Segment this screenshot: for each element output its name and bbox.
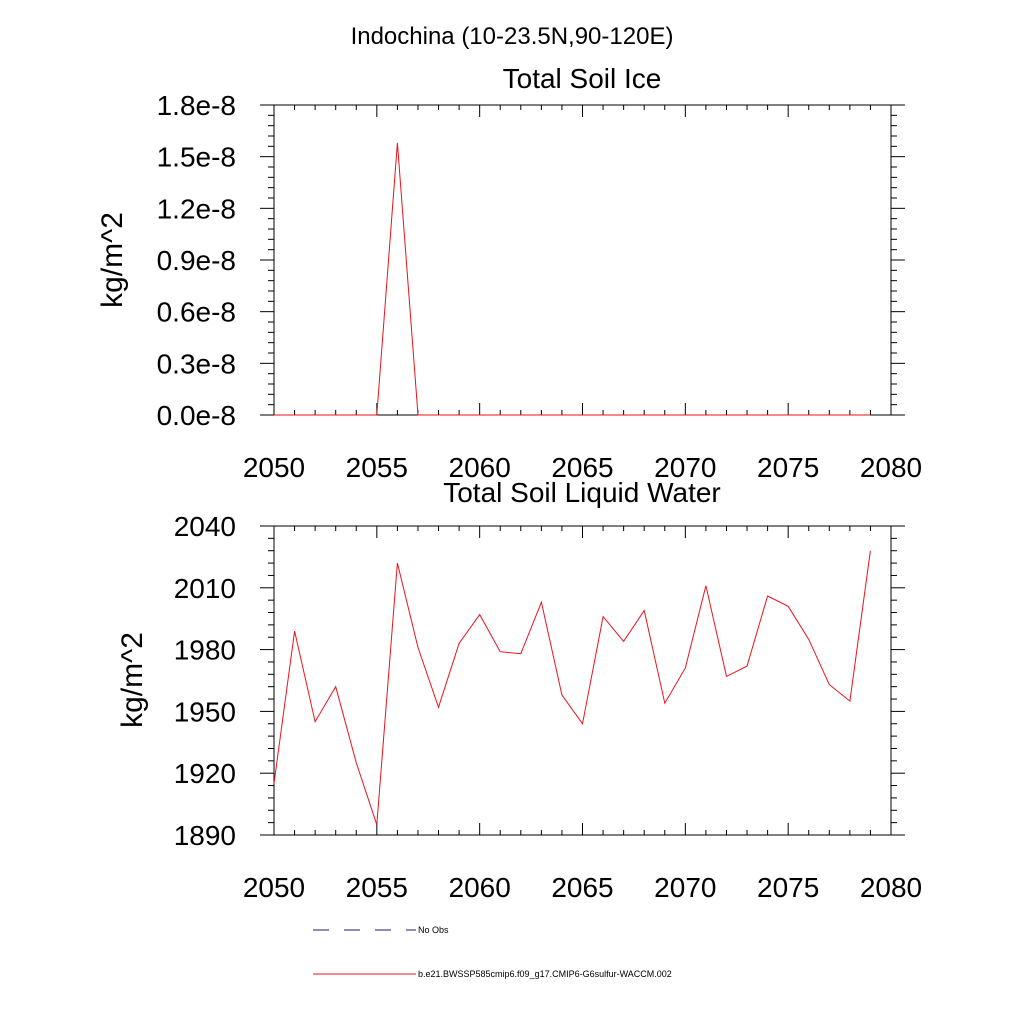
y-axis-label: kg/m^2 — [96, 212, 129, 308]
x-tick-label: 2080 — [860, 872, 922, 903]
x-tick-label: 2070 — [654, 452, 716, 483]
x-tick-label: 2080 — [860, 452, 922, 483]
x-tick-label: 2050 — [243, 872, 305, 903]
y-tick-label: 2010 — [174, 573, 236, 604]
y-tick-label: 0.6e-8 — [157, 297, 236, 328]
figure-title: Indochina (10-23.5N,90-120E) — [351, 23, 674, 50]
y-tick-label: 2040 — [174, 511, 236, 542]
x-tick-label: 2065 — [551, 452, 613, 483]
y-tick-label: 1.5e-8 — [157, 142, 236, 173]
x-tick-label: 2055 — [346, 452, 408, 483]
chart-title: Total Soil Liquid Water — [443, 477, 721, 508]
x-tick-label: 2050 — [243, 452, 305, 483]
x-tick-label: 2075 — [757, 872, 819, 903]
y-tick-label: 0.3e-8 — [157, 348, 236, 379]
y-axis-label: kg/m^2 — [116, 632, 149, 728]
y-tick-label: 1890 — [174, 820, 236, 851]
chart-title: Total Soil Ice — [503, 63, 662, 94]
legend: No Obs b.e21.BWSSP585cmip6.f09_g17.CMIP6… — [313, 925, 672, 979]
plot-frame — [273, 525, 892, 836]
y-tick-label: 0.9e-8 — [157, 245, 236, 276]
x-tick-label: 2060 — [449, 452, 511, 483]
x-tick-label: 2065 — [551, 872, 613, 903]
x-tick-label: 2070 — [654, 872, 716, 903]
x-tick-label: 2060 — [449, 872, 511, 903]
series-line — [274, 142, 871, 416]
legend-label-no-obs: No Obs — [418, 925, 449, 935]
y-tick-label: 1920 — [174, 758, 236, 789]
y-tick-label: 1980 — [174, 635, 236, 666]
y-tick-label: 1.8e-8 — [157, 90, 236, 121]
y-tick-label: 0.0e-8 — [157, 400, 236, 431]
x-tick-label: 2075 — [757, 452, 819, 483]
soil-liquid-water-chart: Total Soil Liquid Water kg/m^2 2050 2055 2… — [116, 477, 922, 903]
y-tick-label: 1950 — [174, 696, 236, 727]
x-tick-label: 2055 — [346, 872, 408, 903]
plot-frame — [273, 104, 892, 416]
legend-label-model: b.e21.BWSSP585cmip6.f09_g17.CMIP6-G6sulf… — [418, 969, 672, 979]
soil-ice-chart: Total Soil Ice kg/m^2 2050 2055 2060 2065 20… — [96, 63, 922, 483]
y-tick-label: 1.2e-8 — [157, 193, 236, 224]
series-line — [273, 550, 871, 825]
